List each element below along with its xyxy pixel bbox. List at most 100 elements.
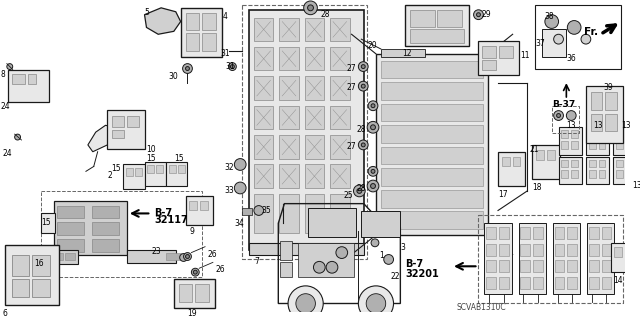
Bar [533,277,543,289]
Text: 17: 17 [498,190,508,199]
Bar [376,54,488,235]
Circle shape [566,111,576,120]
Bar [308,208,356,237]
Bar [567,244,577,256]
Circle shape [567,20,581,34]
Bar [279,76,299,100]
Bar [381,125,483,143]
Bar [56,239,84,252]
Bar [305,135,324,159]
Bar [589,277,598,289]
Bar [589,227,598,239]
Bar [279,106,299,129]
Circle shape [254,206,264,215]
Bar [625,247,633,256]
Text: 10: 10 [147,145,156,154]
Bar [305,18,324,41]
Bar [65,253,75,260]
Text: 27: 27 [347,63,356,73]
Text: 35: 35 [262,206,271,215]
Circle shape [384,255,394,264]
Bar [405,5,468,46]
Bar [602,260,611,272]
Bar [178,166,184,173]
Circle shape [296,294,316,313]
Bar [254,47,273,70]
Bar [32,255,50,276]
Circle shape [358,81,368,91]
Bar [145,161,166,186]
Circle shape [358,62,368,71]
Circle shape [581,34,591,44]
Text: 28: 28 [356,184,366,193]
Text: 15: 15 [147,154,156,163]
Bar [559,157,582,184]
Bar [616,141,623,149]
Bar [179,284,193,301]
Bar [589,170,596,178]
Text: 13: 13 [621,122,630,130]
Bar [552,106,579,133]
Text: 23: 23 [151,247,161,256]
Bar [32,279,50,297]
Bar [561,170,568,178]
Bar [166,253,180,260]
Bar [254,76,273,100]
Text: 26: 26 [208,250,218,259]
Bar [518,223,546,294]
Text: 32201: 32201 [405,269,439,279]
Bar [572,130,578,138]
Circle shape [371,125,376,130]
Text: 25: 25 [344,191,353,200]
Text: 36: 36 [566,54,576,63]
Bar [561,130,568,138]
Text: 5: 5 [145,8,149,17]
Bar [602,227,611,239]
Circle shape [193,270,197,274]
Bar [169,166,176,173]
Circle shape [336,247,348,258]
Bar [486,227,496,239]
Circle shape [554,111,563,120]
Bar [12,74,26,84]
Circle shape [186,67,189,70]
Circle shape [15,134,20,140]
Bar [8,70,49,102]
Bar [298,243,355,277]
Bar [484,223,511,294]
Circle shape [228,63,236,70]
Bar [381,168,483,186]
Circle shape [366,294,386,313]
Bar [12,279,29,297]
Circle shape [234,182,246,194]
Bar [249,243,364,255]
Text: 7: 7 [254,256,259,265]
Bar [499,244,509,256]
Bar [330,47,349,70]
Text: 22: 22 [390,272,400,281]
Bar [280,263,292,277]
Bar [499,277,509,289]
Text: 20: 20 [367,41,377,50]
Bar [127,250,176,263]
Circle shape [367,180,379,192]
Text: 38: 38 [545,12,554,21]
Circle shape [362,143,365,147]
Text: 3: 3 [401,243,405,252]
Text: 13: 13 [632,181,640,190]
Bar [611,243,637,272]
Text: 27: 27 [347,83,356,92]
Bar [254,135,273,159]
Bar [330,106,349,129]
Bar [479,215,623,303]
Bar [536,150,544,160]
Text: 15: 15 [174,154,184,163]
Text: 21: 21 [529,145,539,154]
Bar [108,110,145,149]
Polygon shape [145,8,180,34]
Bar [567,277,577,289]
Bar [605,114,617,131]
Bar [381,147,483,165]
Bar [135,168,141,176]
Bar [520,277,530,289]
